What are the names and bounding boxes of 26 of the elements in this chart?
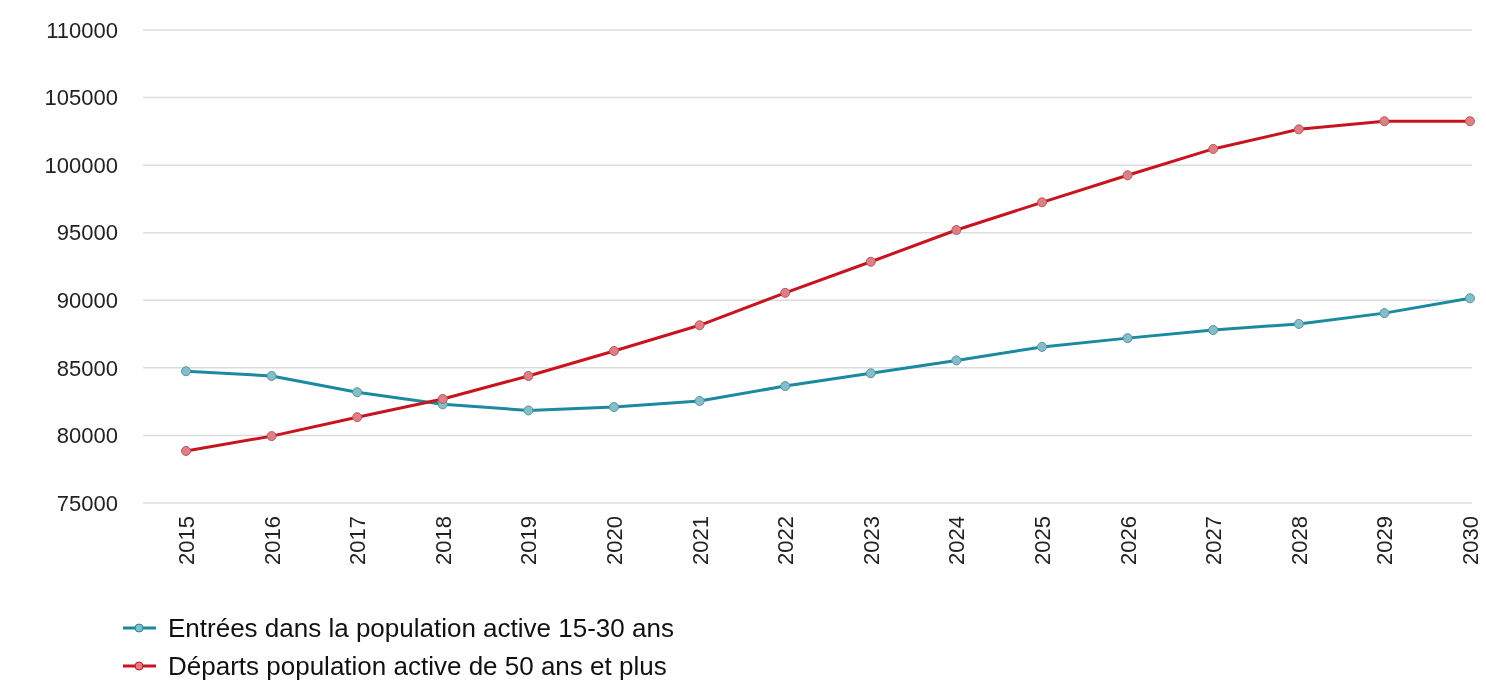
x-tick-label: 2016 xyxy=(259,516,285,565)
legend-label: Départs population active de 50 ans et plus xyxy=(168,651,667,682)
x-tick-label: 2028 xyxy=(1286,516,1312,565)
legend-label: Entrées dans la population active 15-30 ans xyxy=(168,613,674,644)
x-tick-label: 2017 xyxy=(345,516,371,565)
x-tick-label: 2024 xyxy=(944,516,970,565)
y-tick-label: 95000 xyxy=(56,220,118,246)
x-tick-label: 2025 xyxy=(1030,516,1055,565)
x-tick-label: 2030 xyxy=(1458,516,1483,565)
x-tick-label: 2026 xyxy=(1115,516,1141,565)
y-tick-label: 100000 xyxy=(44,152,118,178)
y-tick-label: 110000 xyxy=(46,17,118,43)
x-tick-label: 2022 xyxy=(773,516,799,565)
y-tick-label: 80000 xyxy=(56,423,118,449)
y-tick-label: 85000 xyxy=(56,355,118,381)
x-tick-label: 2018 xyxy=(430,516,456,565)
x-tick-label: 2015 xyxy=(174,516,199,565)
x-tick-label: 2029 xyxy=(1372,516,1398,565)
x-tick-label: 2023 xyxy=(858,516,884,565)
x-tick-label: 2027 xyxy=(1201,516,1227,565)
y-tick-label: 90000 xyxy=(56,287,118,313)
y-tick-label: 105000 xyxy=(44,85,118,111)
x-tick-label: 2019 xyxy=(516,516,542,565)
x-tick-label: 2020 xyxy=(602,516,627,565)
y-tick-label: 75000 xyxy=(56,490,118,516)
x-tick-label: 2021 xyxy=(687,516,713,565)
